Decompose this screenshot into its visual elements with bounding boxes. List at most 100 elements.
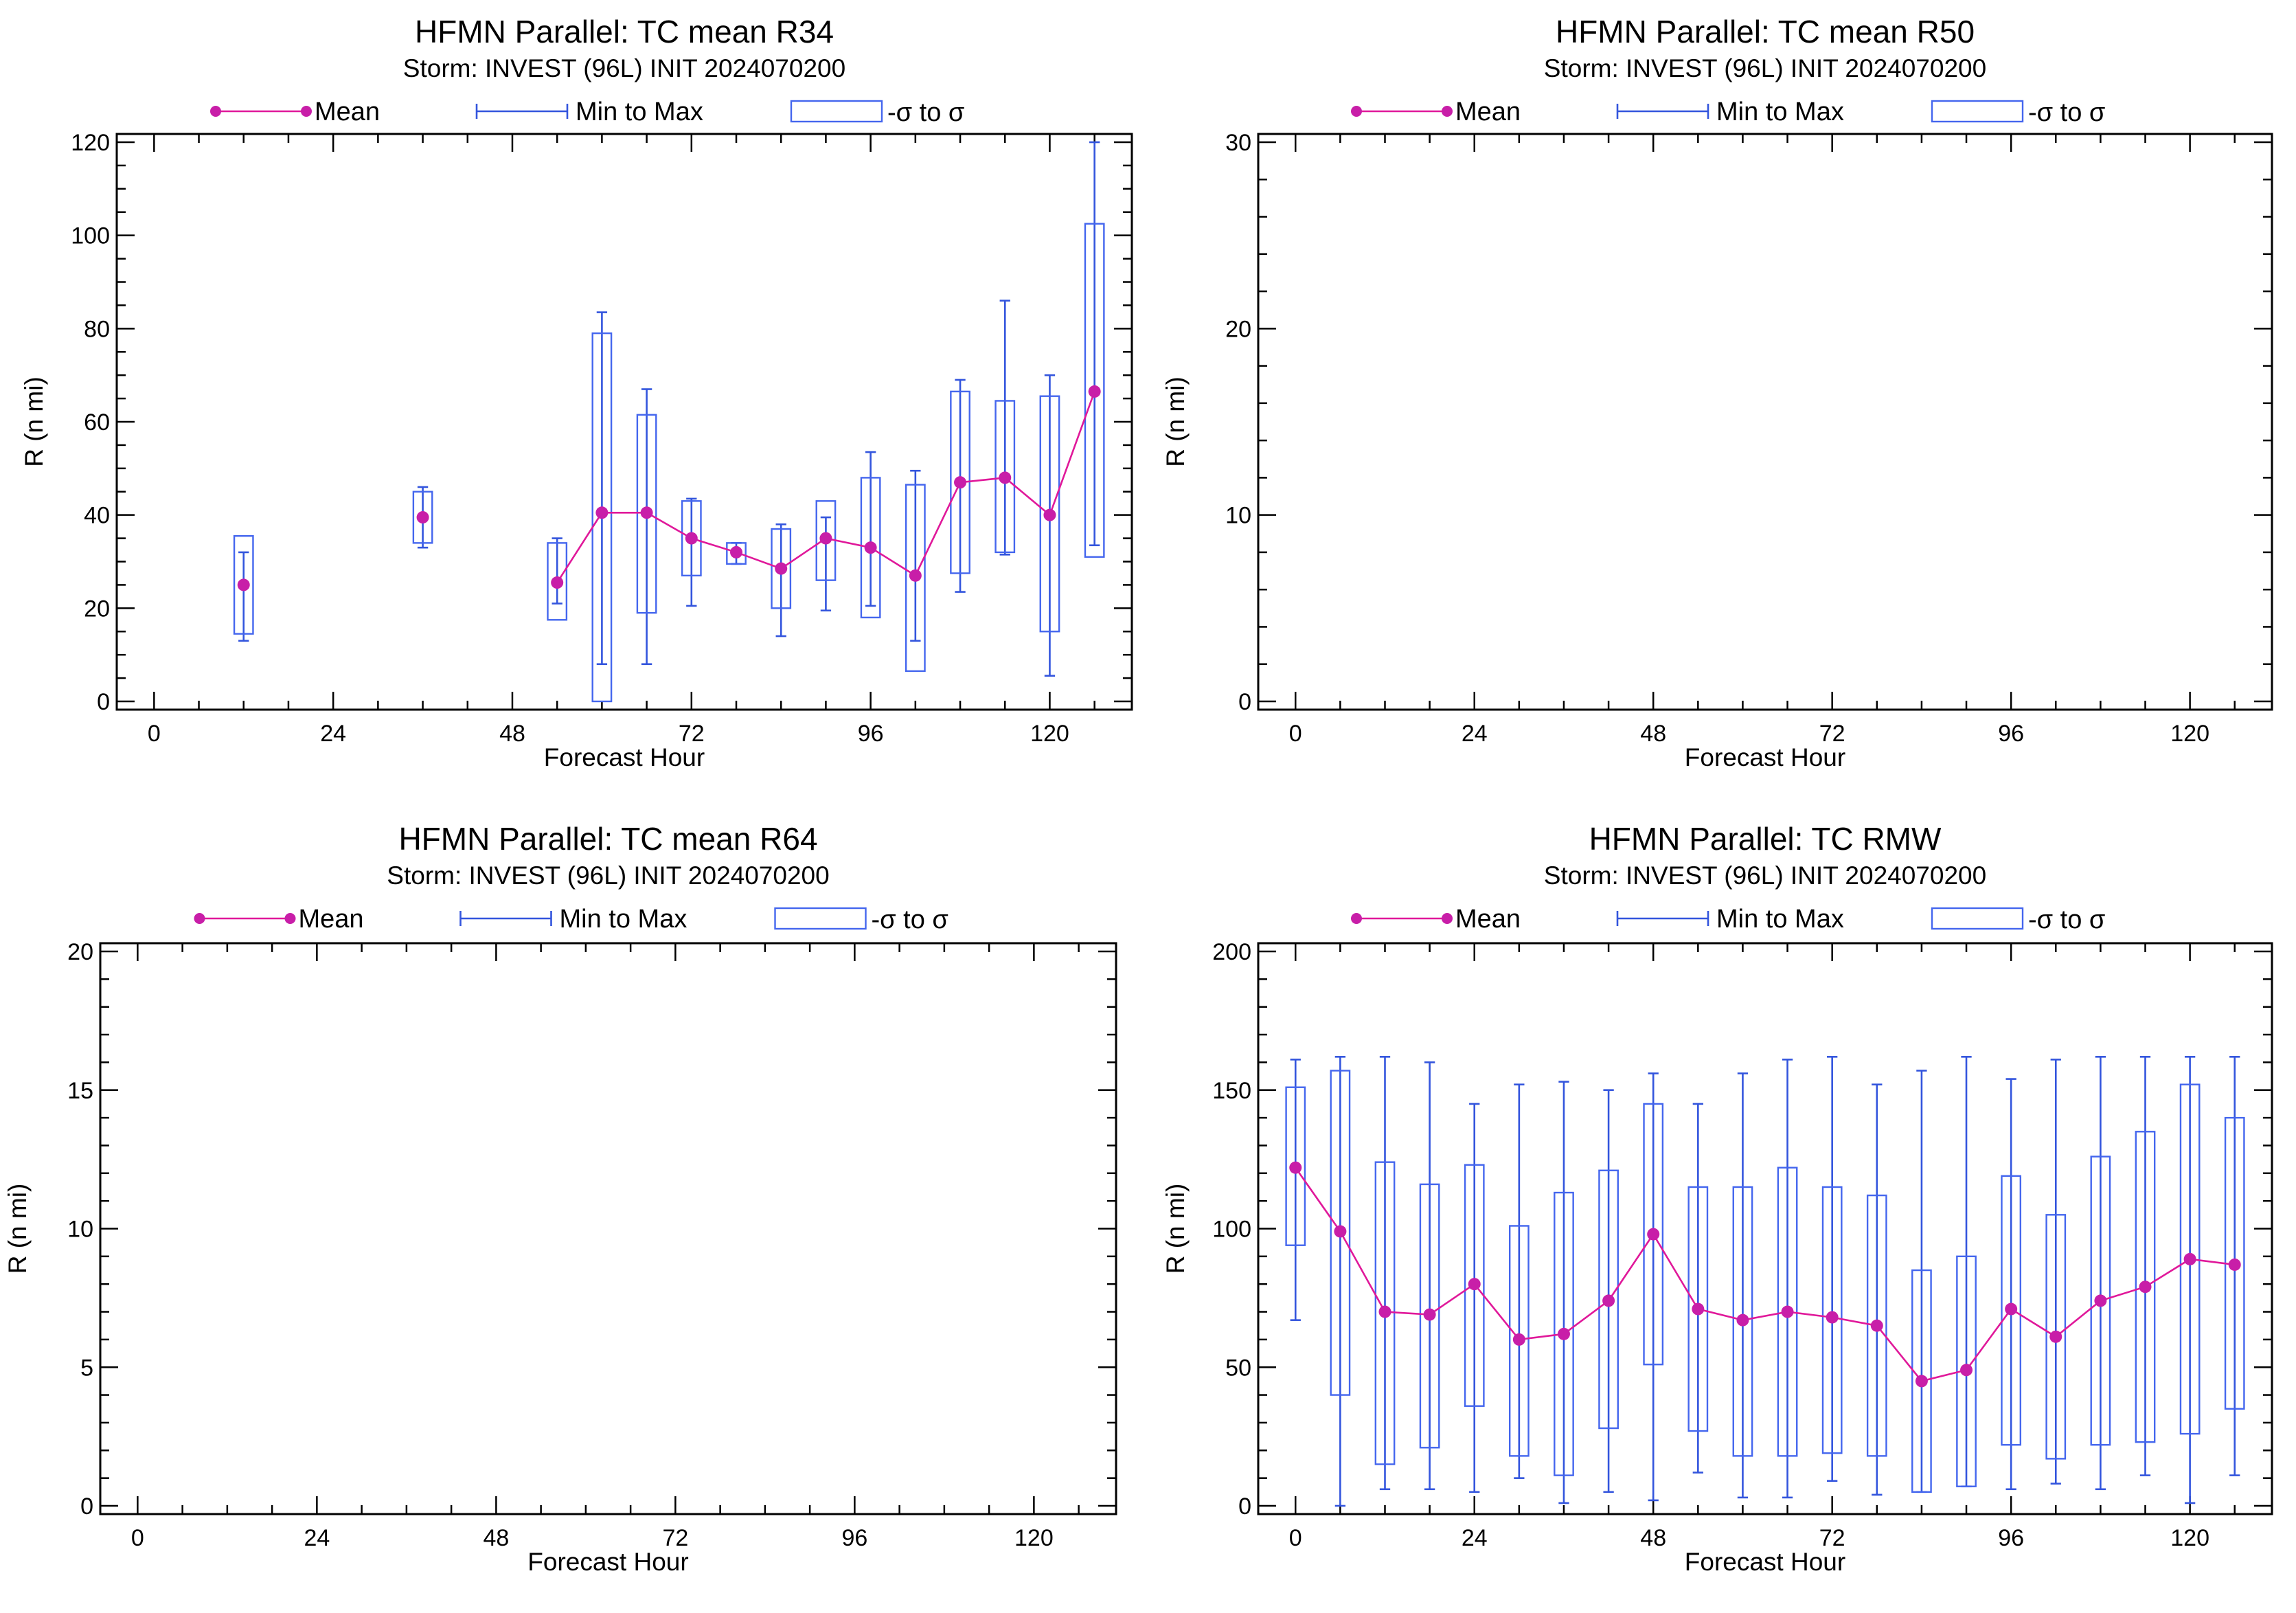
legend-mean-dot bbox=[1442, 913, 1453, 924]
chart-title: HFMN Parallel: TC mean R64 bbox=[398, 821, 817, 857]
x-tick-label: 0 bbox=[131, 1525, 144, 1551]
box-hour-96 bbox=[860, 451, 881, 619]
mean-point-hour-102 bbox=[2049, 1330, 2062, 1343]
box-hour-84 bbox=[771, 523, 792, 638]
panel-r34: HFMN Parallel: TC mean R34 Storm: INVEST … bbox=[20, 14, 1133, 771]
legend: Mean Min to Max -σ to σ bbox=[1351, 98, 2105, 127]
mean-point-hour-12 bbox=[1378, 1305, 1391, 1318]
box-hour-12 bbox=[1374, 1056, 1396, 1491]
sigma-box bbox=[1956, 1255, 1977, 1487]
sigma-box bbox=[2090, 1155, 2111, 1446]
mean-point-hour-24 bbox=[1468, 1278, 1481, 1291]
y-tick-label: 100 bbox=[71, 223, 110, 249]
sigma-box bbox=[1687, 1186, 1709, 1432]
y-axis: 0 5 10 15 20 bbox=[67, 939, 1116, 1520]
sigma-box bbox=[771, 528, 792, 609]
y-axis: 0 20 40 60 80 100 120 bbox=[71, 130, 1132, 715]
sigma-box bbox=[636, 414, 657, 614]
x-axis-label: Forecast Hour bbox=[1685, 743, 1845, 771]
box-hour-90 bbox=[1956, 1056, 1977, 1488]
box-hour-0 bbox=[1285, 1059, 1306, 1321]
y-tick-label: 20 bbox=[1225, 316, 1251, 342]
legend-sigma-box bbox=[790, 100, 883, 123]
x-axis: 0 24 48 72 96 120 bbox=[1289, 943, 2236, 1551]
y-tick-label: 50 bbox=[1225, 1355, 1251, 1381]
legend-sigma-label: -σ to σ bbox=[2028, 98, 2105, 127]
mean-point-hour-126 bbox=[1088, 385, 1101, 398]
mean-point-hour-84 bbox=[775, 562, 788, 575]
sigma-box bbox=[860, 477, 881, 619]
mean-point-hour-84 bbox=[1915, 1375, 1928, 1388]
mean-point-hour-120 bbox=[1043, 508, 1056, 521]
x-tick-label: 120 bbox=[1014, 1525, 1054, 1551]
plot-frame bbox=[1257, 942, 2273, 1515]
box-hour-66 bbox=[636, 388, 657, 666]
x-tick-label: 24 bbox=[1462, 1525, 1488, 1551]
legend-sigma-box bbox=[1931, 907, 2024, 930]
mean-point-hour-66 bbox=[1781, 1305, 1794, 1318]
box-hour-72 bbox=[681, 497, 702, 607]
box-hour-114 bbox=[994, 300, 1016, 556]
mean-point-hour-78 bbox=[730, 545, 743, 559]
box-hour-48 bbox=[1643, 1072, 1664, 1502]
mean-point-hour-72 bbox=[685, 532, 698, 545]
x-tick-label: 48 bbox=[483, 1525, 509, 1551]
sigma-box bbox=[233, 534, 254, 635]
legend-mean-dot bbox=[1351, 913, 1362, 924]
chart-subtitle: Storm: INVEST (96L) INIT 2024070200 bbox=[1544, 861, 1986, 890]
sigma-box bbox=[1508, 1225, 1530, 1457]
legend-mean-dot bbox=[301, 106, 312, 117]
data-series bbox=[233, 141, 1105, 703]
mean-point-hour-90 bbox=[819, 532, 832, 545]
sigma-box bbox=[1911, 1269, 1932, 1493]
x-axis: 0 24 48 72 96 120 bbox=[131, 943, 1080, 1551]
y-tick-label: 150 bbox=[1212, 1078, 1251, 1104]
y-tick-label: 0 bbox=[97, 689, 110, 715]
x-tick-label: 0 bbox=[1289, 1525, 1302, 1551]
mean-point-hour-36 bbox=[1557, 1327, 1570, 1340]
legend-minmax-label: Min to Max bbox=[576, 98, 703, 126]
y-tick-label: 15 bbox=[67, 1078, 93, 1104]
box-hour-36 bbox=[1554, 1081, 1574, 1504]
box-hour-84 bbox=[1911, 1070, 1932, 1493]
legend-sigma-label: -σ to σ bbox=[887, 98, 964, 127]
mean-point-hour-42 bbox=[1602, 1294, 1615, 1307]
sigma-box bbox=[1732, 1186, 1753, 1457]
x-tick-label: 72 bbox=[1819, 721, 1845, 747]
box-hour-42 bbox=[1598, 1089, 1619, 1493]
legend: Mean Min to Max -σ to σ bbox=[1351, 905, 2105, 934]
x-tick-label: 24 bbox=[320, 721, 346, 747]
legend: Mean Min to Max -σ to σ bbox=[210, 98, 964, 127]
legend-sigma-label: -σ to σ bbox=[2028, 905, 2105, 934]
box-hour-120 bbox=[1039, 374, 1060, 677]
x-tick-label: 96 bbox=[841, 1525, 867, 1551]
mean-point-hour-54 bbox=[1692, 1302, 1705, 1316]
mean-point-hour-48 bbox=[1647, 1228, 1660, 1241]
box-hour-18 bbox=[1419, 1061, 1440, 1491]
x-axis-label: Forecast Hour bbox=[527, 1548, 688, 1576]
panel-r64: HFMN Parallel: TC mean R64 Storm: INVEST … bbox=[3, 821, 1117, 1576]
legend-mean-label: Mean bbox=[315, 98, 380, 126]
y-axis: 0 10 20 30 bbox=[1225, 130, 2272, 715]
chart-title: HFMN Parallel: TC mean R50 bbox=[1556, 14, 1975, 49]
x-tick-label: 48 bbox=[499, 721, 525, 747]
box-hour-90 bbox=[815, 500, 837, 612]
legend-sigma-box bbox=[1931, 100, 2024, 123]
mean-point-hour-108 bbox=[954, 476, 967, 489]
box-hour-120 bbox=[2179, 1056, 2201, 1504]
mean-point-hour-30 bbox=[1512, 1333, 1525, 1346]
box-hour-78 bbox=[1866, 1083, 1887, 1496]
x-tick-label: 0 bbox=[148, 721, 161, 747]
panel-rmw: HFMN Parallel: TC RMW Storm: INVEST (96L)… bbox=[1161, 821, 2273, 1576]
sigma-box bbox=[547, 542, 568, 621]
sigma-box bbox=[1777, 1166, 1798, 1457]
sigma-box bbox=[1084, 223, 1105, 558]
legend: Mean Min to Max -σ to σ bbox=[194, 905, 948, 934]
sigma-box bbox=[1554, 1191, 1574, 1476]
sigma-box bbox=[1039, 395, 1060, 633]
y-tick-label: 10 bbox=[67, 1217, 93, 1243]
sigma-box bbox=[2001, 1175, 2022, 1446]
mean-point-hour-126 bbox=[2228, 1258, 2241, 1271]
legend-minmax-label: Min to Max bbox=[560, 905, 687, 934]
